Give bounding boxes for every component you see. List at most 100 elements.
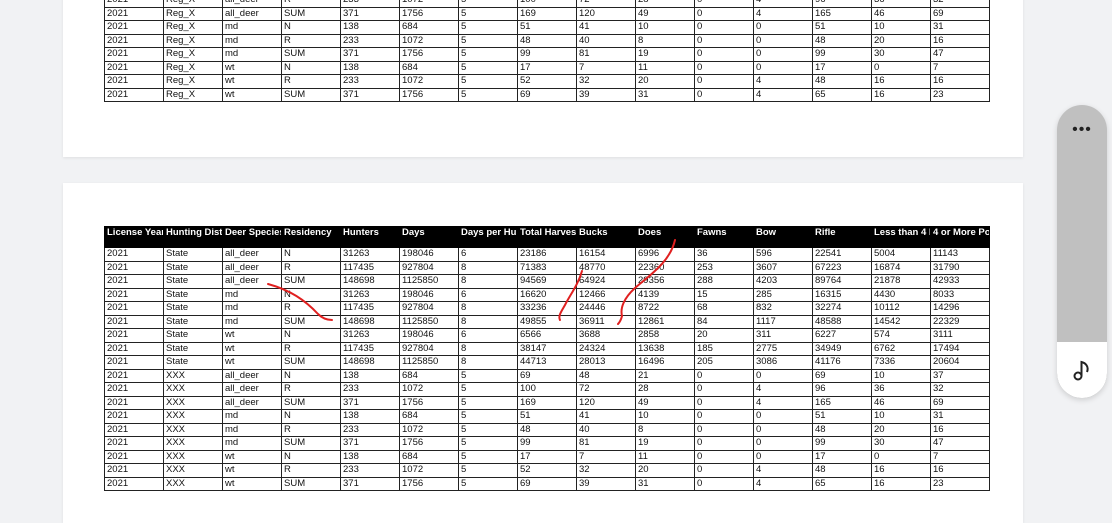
table-cell: 36 (871, 382, 931, 397)
table-row: 2021 State wt R 117435 927804 8 38147 24324 13638… (104, 341, 990, 356)
table-cell: 46 (871, 395, 931, 410)
table-cell: 100 (517, 0, 577, 8)
table-row: 2021 Reg_X wt N 138 684 5 17 7 11 0 0 17 0 7 (104, 60, 990, 75)
table-cell: SUM (281, 436, 341, 451)
table-cell: 927804 (399, 341, 459, 356)
table-cell: 138 (340, 449, 400, 464)
table-cell: 371 (340, 395, 400, 410)
table-cell: 16 (871, 463, 931, 478)
table-cell: 64924 (576, 274, 636, 289)
column-header: 4 or More Points (930, 226, 990, 248)
table-cell: 7 (930, 449, 990, 464)
table-cell: 0 (694, 47, 754, 62)
table-cell: 198046 (399, 287, 459, 302)
table-cell: 2021 (104, 436, 164, 451)
table-cell: 5 (458, 382, 518, 397)
table-cell: 10 (871, 20, 931, 35)
table-cell: md (222, 287, 282, 302)
column-header: License Year (104, 226, 164, 248)
column-header: Total Harvest (517, 226, 577, 248)
table-cell: 16315 (812, 287, 872, 302)
table-cell: SUM (281, 47, 341, 62)
table-cell: 120 (576, 395, 636, 410)
table-cell: 48 (517, 33, 577, 48)
table-row: 2021 XXX wt N 138 684 5 17 7 11 0 0 17 0 7 (104, 449, 990, 464)
table-cell: 2021 (104, 341, 164, 356)
table-cell: Reg_X (163, 33, 223, 48)
table-cell: 927804 (399, 301, 459, 316)
table-cell: 0 (694, 422, 754, 437)
table-cell: 1072 (399, 382, 459, 397)
table-cell: R (281, 463, 341, 478)
table-cell: 5 (458, 87, 518, 102)
table-cell: 1125850 (399, 274, 459, 289)
table-cell: 2021 (104, 47, 164, 62)
table-cell: 5 (458, 0, 518, 8)
table-cell: 198046 (399, 247, 459, 262)
table-cell: 65 (812, 87, 872, 102)
table-cell: 44713 (517, 355, 577, 370)
table-cell: 574 (871, 328, 931, 343)
table-cell: 0 (753, 20, 813, 35)
table-cell: 2021 (104, 287, 164, 302)
table-cell: 30 (871, 47, 931, 62)
table-cell: 96 (812, 0, 872, 8)
column-header: Less than 4 Points (871, 226, 931, 248)
table-cell: N (281, 409, 341, 424)
table-cell: 138 (340, 409, 400, 424)
table-row: 2021 XXX all_deer SUM 371 1756 5 169 120 49 0 4 165 4… (104, 395, 990, 410)
table-cell: 34949 (812, 341, 872, 356)
table-cell: wt (222, 341, 282, 356)
table-cell: 16 (930, 463, 990, 478)
table-cell: 51 (517, 20, 577, 35)
table-cell: 39 (576, 87, 636, 102)
table-cell: 21878 (871, 274, 931, 289)
table-cell: md (222, 301, 282, 316)
table-cell: SUM (281, 395, 341, 410)
table-cell: 148698 (340, 355, 400, 370)
table-cell: 31263 (340, 247, 400, 262)
more-options-button[interactable]: ••• (1057, 122, 1107, 138)
table-cell: 16 (871, 476, 931, 491)
table-cell: 0 (753, 368, 813, 383)
table-cell: 138 (340, 20, 400, 35)
table-cell: 42933 (930, 274, 990, 289)
table-cell: 23 (930, 87, 990, 102)
table-cell: 8 (458, 260, 518, 275)
table-cell: 4 (753, 382, 813, 397)
table-row: 2021 XXX md N 138 684 5 51 41 10 0 0 51 10 31 (104, 409, 990, 424)
table-cell: 7 (576, 449, 636, 464)
table-cell: 8 (635, 422, 695, 437)
table-cell: 6 (458, 287, 518, 302)
table-cell: 48 (812, 463, 872, 478)
table-cell: 3111 (930, 328, 990, 343)
table-row: 2021 Reg_X md N 138 684 5 51 41 10 0 0 51 10 31 (104, 20, 990, 35)
table-cell: R (281, 33, 341, 48)
table-cell: 8 (458, 355, 518, 370)
table-cell: all_deer (222, 260, 282, 275)
table-cell: SUM (281, 355, 341, 370)
table-cell: 233 (340, 74, 400, 89)
table-cell: 2021 (104, 0, 164, 8)
table-cell: 0 (694, 476, 754, 491)
table-cell: 2021 (104, 60, 164, 75)
read-aloud-button[interactable] (1057, 342, 1107, 398)
table-cell: 17494 (930, 341, 990, 356)
table-cell: 0 (694, 74, 754, 89)
table-cell: 4 (753, 6, 813, 21)
table-row: 2021 State all_deer N 31263 198046 6 23186 16154… (104, 247, 990, 262)
table-cell: 69 (930, 395, 990, 410)
table-cell: 69 (517, 368, 577, 383)
table-cell: 4 (753, 476, 813, 491)
table-cell: 49 (635, 395, 695, 410)
table-cell: 0 (694, 87, 754, 102)
table-cell: 96 (812, 382, 872, 397)
table-cell: 48 (812, 74, 872, 89)
table-cell: 41 (576, 20, 636, 35)
table-cell: 69 (930, 6, 990, 21)
table-cell: 20 (635, 74, 695, 89)
table-cell: 1756 (399, 395, 459, 410)
table-row: 2021 State all_deer SUM 148698 1125850 8 94569 6… (104, 274, 990, 289)
table-cell: 52 (517, 463, 577, 478)
table-cell: all_deer (222, 395, 282, 410)
